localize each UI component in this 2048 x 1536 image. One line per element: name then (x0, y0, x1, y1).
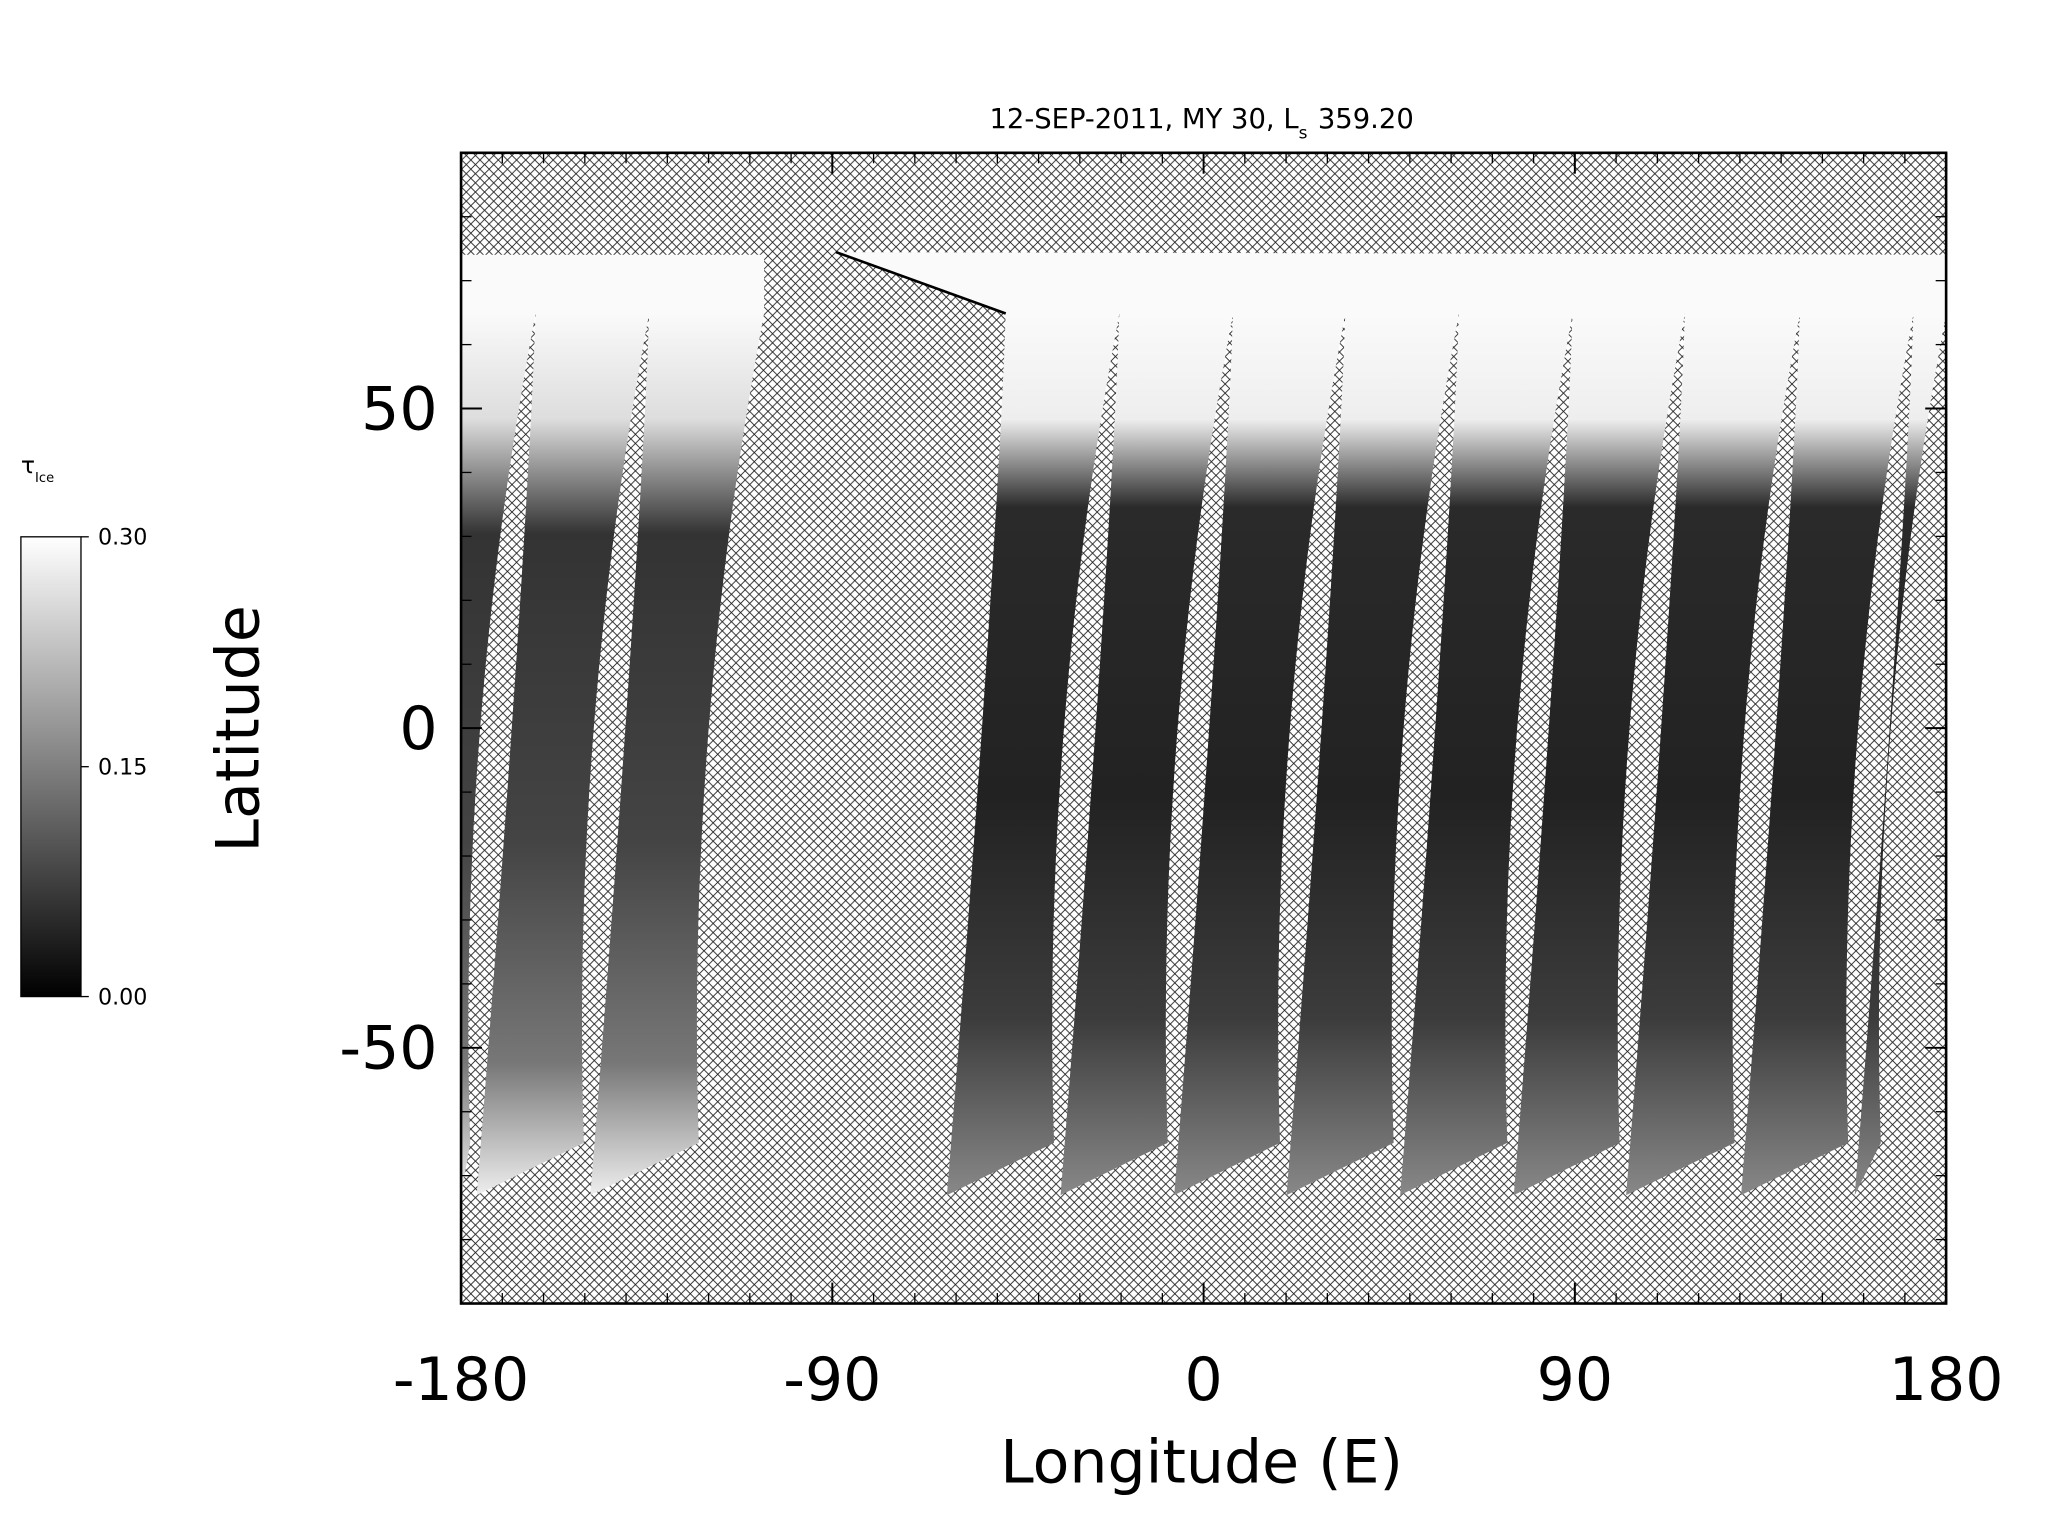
swath-edge (835, 250, 1007, 315)
swath (1400, 313, 1573, 1196)
x-tick-label: 0 (1184, 1345, 1222, 1415)
swath (1060, 313, 1233, 1196)
title-subscript: s (1299, 123, 1308, 143)
y-tick-label: 0 (399, 694, 437, 764)
swath (1626, 313, 1800, 1196)
y-tick-label: -50 (339, 1014, 437, 1084)
swath (1513, 313, 1685, 1196)
swath (590, 313, 765, 1196)
x-tick-label: 90 (1537, 1345, 1613, 1415)
x-tick-label: 180 (1889, 1345, 2004, 1415)
x-tick-label: -90 (783, 1345, 881, 1415)
y-tick-label: 50 (361, 374, 437, 444)
plot-area (461, 152, 1947, 1304)
colorbar (20, 536, 82, 998)
swath (1286, 313, 1459, 1196)
swath (476, 313, 650, 1196)
colorbar-symbol: τ (21, 451, 35, 479)
x-axis-label: Longitude (E) (1000, 1427, 1403, 1497)
swath (946, 313, 1120, 1196)
swath (1741, 313, 1914, 1196)
swath (1854, 313, 1947, 1196)
swath (461, 313, 536, 1196)
colorbar-tick-label: 0.30 (98, 525, 147, 551)
colorbar-tick-label: 0.15 (98, 755, 147, 781)
y-axis-label: Latitude (204, 605, 274, 852)
ice-cap (835, 252, 1947, 314)
colorbar-tick-label: 0.00 (98, 984, 147, 1010)
x-tick-label: -180 (393, 1345, 529, 1415)
title-text: 12-SEP-2011, MY 30, L (989, 104, 1299, 135)
chart-title: 12-SEP-2011, MY 30, Ls 359.20 (989, 104, 1413, 143)
ice-cap (461, 254, 765, 314)
title-suffix: 359.20 (1318, 104, 1414, 135)
swath (1174, 313, 1346, 1196)
colorbar-label: τIce (21, 451, 54, 486)
colorbar-subscript: Ice (35, 471, 54, 486)
